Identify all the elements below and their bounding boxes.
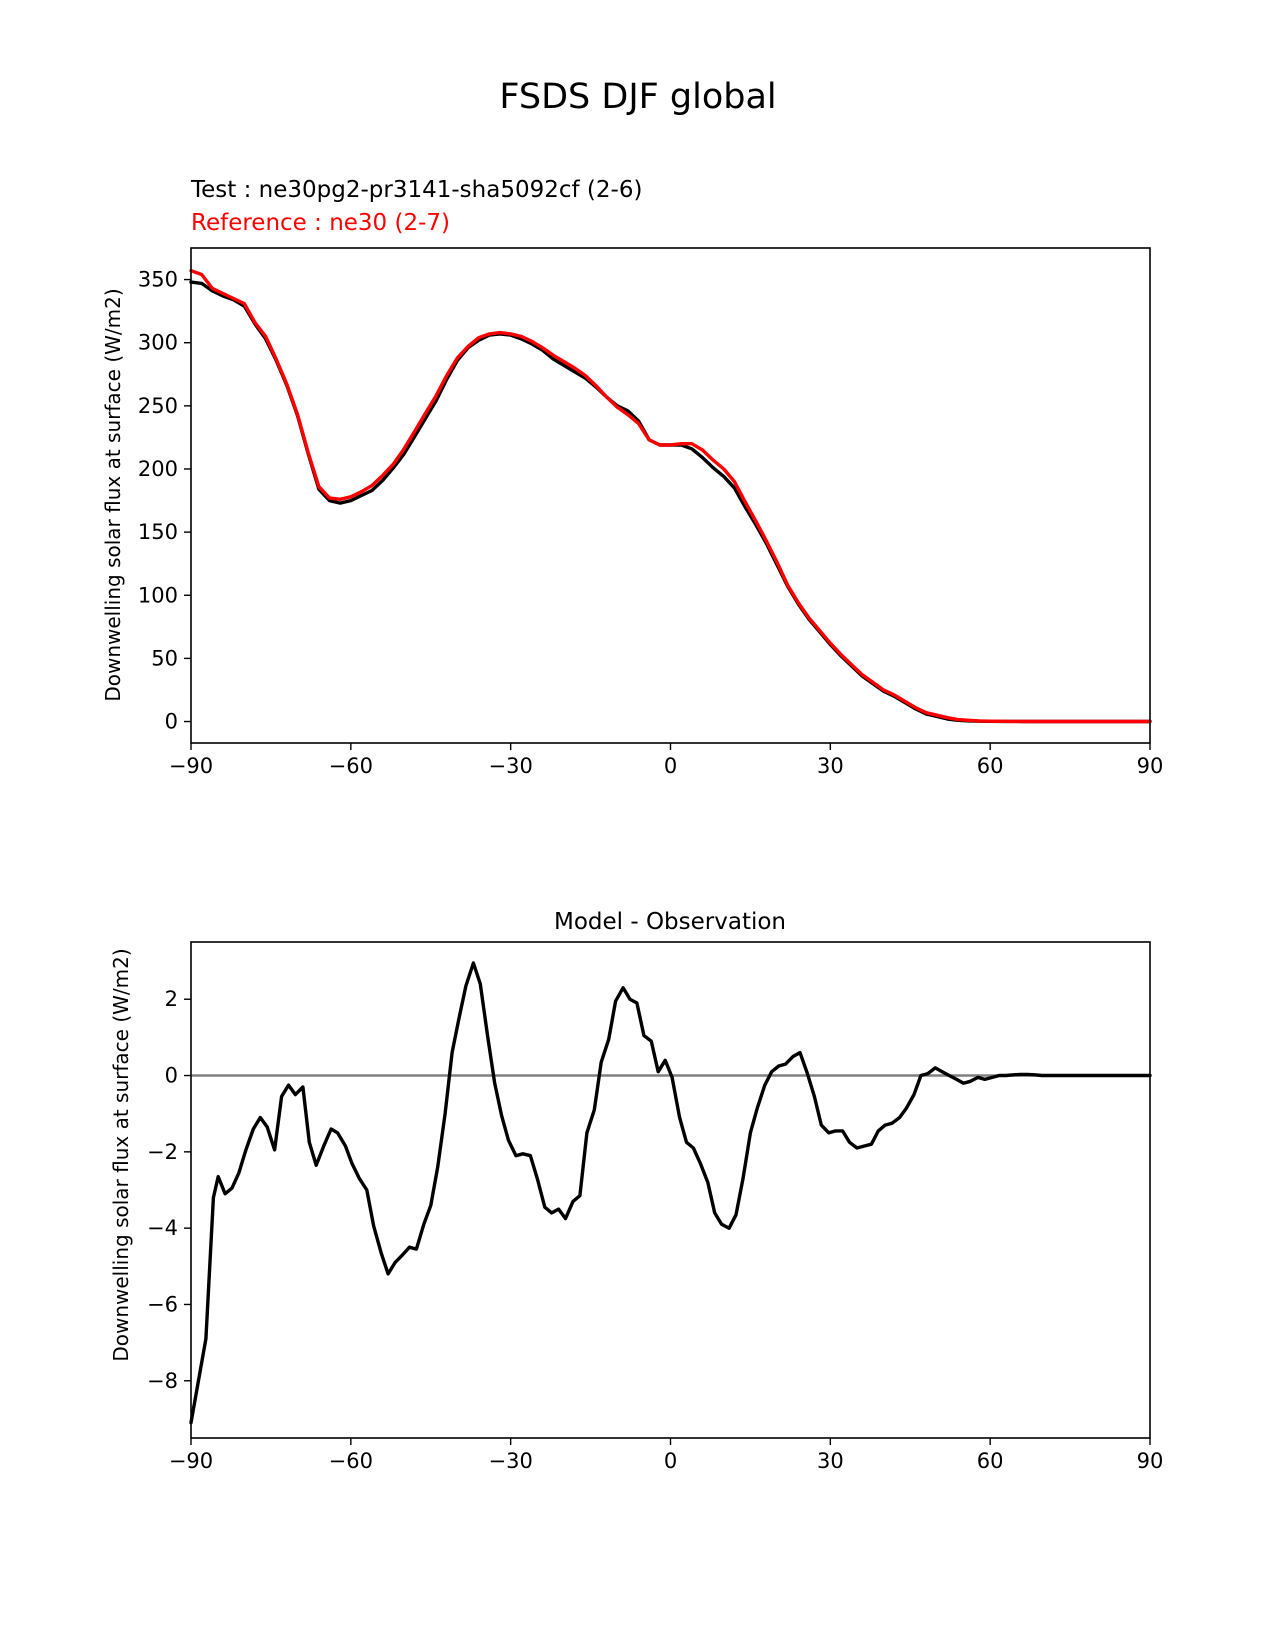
legend-test-label: Test : ne30pg2-pr3141-sha5092cf (2-6) xyxy=(190,177,642,203)
upper-panel: Test : ne30pg2-pr3141-sha5092cf (2-6) Re… xyxy=(101,177,1163,778)
series-line-reference xyxy=(189,269,1152,724)
lower-series-lines xyxy=(189,961,1152,1425)
series-line-test xyxy=(189,961,1152,1425)
legend-reference-label: Reference : ne30 (2-7) xyxy=(191,210,450,236)
x-tick-label: 60 xyxy=(977,1449,1004,1473)
upper-y-axis-label: Downwelling solar flux at surface (W/m2) xyxy=(101,288,125,701)
x-tick-label: 30 xyxy=(817,754,844,778)
y-tick-label: 0 xyxy=(165,1064,178,1088)
upper-axes-ticks: −90 −60 −30 0 30 60 90 0 50 100 150 200 250 300 350 xyxy=(138,268,1163,778)
lower-y-axis-label: Downwelling solar flux at surface (W/m2) xyxy=(109,948,133,1361)
x-tick-label: 60 xyxy=(977,754,1004,778)
x-tick-label: 90 xyxy=(1137,1449,1164,1473)
upper-series-lines xyxy=(189,269,1152,724)
lower-axes-frame xyxy=(190,941,1151,1439)
x-tick-label: −60 xyxy=(329,754,373,778)
x-tick-label: −30 xyxy=(489,1449,533,1473)
y-tick-label: 250 xyxy=(138,394,178,418)
upper-axes-frame xyxy=(190,247,1151,744)
x-tick-label: −90 xyxy=(169,1449,213,1473)
x-tick-label: 90 xyxy=(1137,754,1164,778)
y-tick-label: 0 xyxy=(165,710,178,734)
y-tick-label: −8 xyxy=(147,1369,178,1393)
x-tick-label: 0 xyxy=(664,754,677,778)
lower-panel-title: Model - Observation xyxy=(554,909,786,935)
x-tick-label: −30 xyxy=(489,754,533,778)
y-tick-label: 150 xyxy=(138,520,178,544)
x-tick-label: 0 xyxy=(664,1449,677,1473)
y-tick-label: 100 xyxy=(138,583,178,607)
y-tick-label: 2 xyxy=(165,987,178,1011)
y-tick-label: −4 xyxy=(147,1216,178,1240)
x-tick-label: −60 xyxy=(329,1449,373,1473)
lower-axes-ticks: −90 −60 −30 0 30 60 90 −8 −6 −4 −2 0 2 xyxy=(147,987,1163,1473)
lower-panel: Model - Observation Downwelling solar fl… xyxy=(109,909,1163,1473)
y-tick-label: 50 xyxy=(151,646,178,670)
y-tick-label: 300 xyxy=(138,331,178,355)
figure-title: FSDS DJF global xyxy=(499,77,776,117)
y-tick-label: 350 xyxy=(138,268,178,292)
y-tick-label: −6 xyxy=(147,1292,178,1316)
x-tick-label: −90 xyxy=(169,754,213,778)
x-tick-label: 30 xyxy=(817,1449,844,1473)
y-tick-label: 200 xyxy=(138,457,178,481)
y-tick-label: −2 xyxy=(147,1140,178,1164)
